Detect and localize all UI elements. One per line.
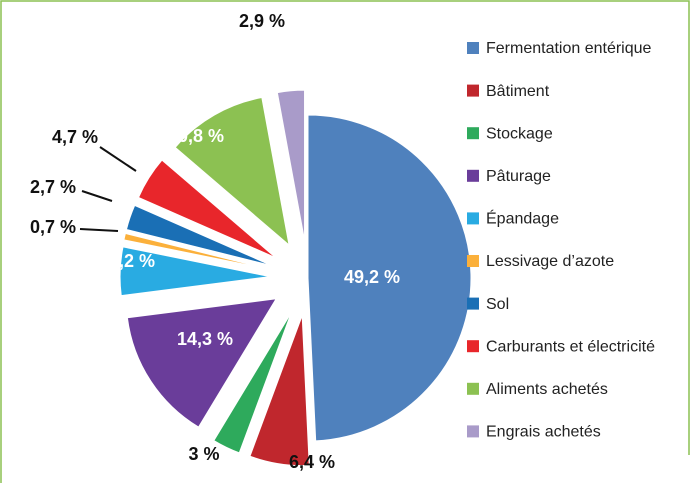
- legend-swatch: [467, 382, 479, 395]
- legend-label: Engrais achetés: [486, 424, 601, 441]
- pie-slice: [213, 311, 292, 454]
- legend-label: Bâtiment: [486, 83, 550, 100]
- legend-swatch: [467, 255, 479, 267]
- legend-label: Fermentation entérique: [486, 40, 652, 57]
- value-label: 2,7 %: [30, 177, 76, 197]
- pie-slice: [119, 246, 271, 297]
- legend-label: Stockage: [486, 125, 553, 142]
- pie-slice: [174, 96, 290, 247]
- pie-slice: [276, 89, 306, 241]
- value-label: 6,4 %: [289, 452, 335, 472]
- legend-swatch: [467, 169, 479, 182]
- value-label: 3 %: [188, 444, 219, 464]
- leader-line: [79, 228, 119, 232]
- legend-swatch: [467, 340, 479, 353]
- legend-label: Épandage: [486, 209, 559, 228]
- legend-label: Carburants et électricité: [486, 338, 655, 355]
- legend-swatch: [467, 84, 479, 97]
- legend-label: Aliments achetés: [486, 381, 608, 398]
- value-label: 2,9 %: [239, 11, 285, 31]
- value-label: 14,3 %: [177, 329, 233, 349]
- pie-slice: [126, 298, 278, 428]
- legend-swatch: [467, 425, 479, 438]
- pie-slice: [123, 232, 272, 271]
- value-label: 4,7 %: [52, 127, 98, 147]
- leader-line: [81, 190, 113, 202]
- legend-label: Pâturage: [486, 168, 551, 185]
- pie-slice: [137, 159, 277, 259]
- pie-slice: [249, 315, 310, 467]
- legend-label: Lessivage d’azote: [486, 253, 614, 270]
- value-label: 0,7 %: [30, 217, 76, 237]
- legend-swatch: [467, 212, 479, 225]
- value-label: 49,2 %: [344, 267, 400, 287]
- legend-swatch: [467, 42, 479, 54]
- value-label: 10,8 %: [168, 126, 224, 146]
- legend-swatch: [467, 127, 479, 140]
- pie-slice: [125, 204, 273, 267]
- legend-swatch: [467, 297, 479, 310]
- leader-line: [99, 146, 137, 172]
- pie-slice: [307, 114, 472, 442]
- legend-label: Sol: [486, 296, 509, 313]
- value-label: 5,2 %: [109, 251, 155, 271]
